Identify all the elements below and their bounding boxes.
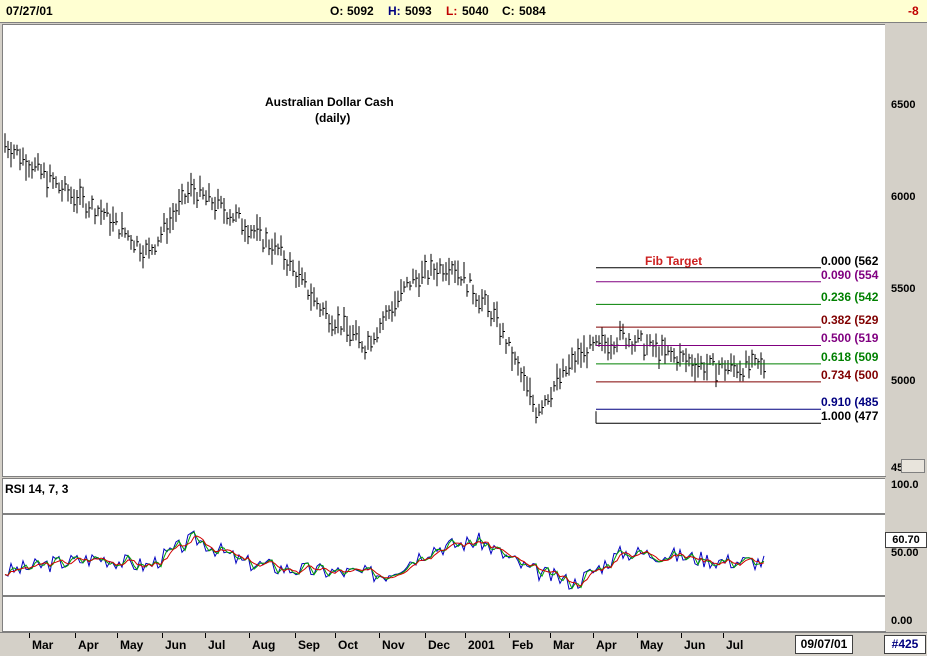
chart-subtitle: (daily) <box>315 111 351 125</box>
month-tick <box>249 633 250 638</box>
rsi-panel[interactable]: RSI 14, 7, 3 <box>2 478 886 632</box>
month-tick <box>723 633 724 638</box>
time-axis: Mar Apr May Jun Jul Aug Sep Oct Nov Dec 2001 Feb Mar… <box>0 632 927 656</box>
rsi-current-value: 60.70 <box>885 532 927 548</box>
rsi-line-blue <box>4 530 765 590</box>
fib-target-title: Fib Target <box>645 254 703 268</box>
month-label: Nov <box>382 638 405 652</box>
rsi-y-tick: 50.00 <box>891 547 919 559</box>
change-value: -8 <box>908 4 919 18</box>
y-tick: 5500 <box>891 283 916 295</box>
month-label: Dec <box>428 638 451 652</box>
month-tick <box>681 633 682 638</box>
low-label: L: <box>446 4 458 18</box>
rsi-y-axis: 100.0 50.00 0.00 60.70 <box>885 478 927 631</box>
month-label: Jun <box>684 638 706 652</box>
chart-title: Australian Dollar Cash <box>265 95 394 109</box>
month-label: May <box>120 638 144 652</box>
fib-level-label: 0.618 (509 <box>821 349 879 364</box>
fib-level-label: 0.236 (542 <box>821 290 879 305</box>
month-tick <box>550 633 551 638</box>
open-value: 5092 <box>347 4 374 18</box>
month-tick <box>295 633 296 638</box>
month-tick <box>162 633 163 638</box>
month-label: Apr <box>78 638 99 652</box>
fib-level-label: 0.000 (562 <box>821 253 879 268</box>
month-tick <box>205 633 206 638</box>
month-tick <box>379 633 380 638</box>
date-box[interactable]: 09/07/01 <box>795 635 853 654</box>
close-label: C: <box>502 4 515 18</box>
month-label: May <box>640 638 664 652</box>
month-tick <box>75 633 76 638</box>
price-chart-panel[interactable]: Australian Dollar Cash (daily) Fib Targe… <box>2 24 886 477</box>
price-bars <box>4 133 766 424</box>
quote-date: 07/27/01 <box>6 4 53 18</box>
close-value: 5084 <box>519 4 546 18</box>
y-tick: 6500 <box>891 99 916 111</box>
rsi-chart <box>3 513 885 597</box>
month-label: Jul <box>208 638 226 652</box>
month-label: Oct <box>338 638 359 652</box>
month-label: Apr <box>596 638 617 652</box>
month-label: Mar <box>32 638 54 652</box>
y-tick: 6000 <box>891 191 916 203</box>
rsi-line-green <box>4 531 765 590</box>
fib-level-label: 0.734 (500 <box>821 367 879 382</box>
month-tick <box>335 633 336 638</box>
month-label: Sep <box>298 638 321 652</box>
zoom-icon[interactable] <box>901 459 925 473</box>
price-chart <box>4 133 821 424</box>
price-y-axis: 6500 6000 5500 5000 45 <box>885 24 927 476</box>
month-label: Mar <box>553 638 575 652</box>
month-tick <box>29 633 30 638</box>
month-tick <box>465 633 466 638</box>
fib-level-label: 0.910 (485 <box>821 395 879 410</box>
rsi-line-red <box>4 535 765 587</box>
high-value: 5093 <box>405 4 432 18</box>
month-tick <box>425 633 426 638</box>
month-tick <box>637 633 638 638</box>
month-label: Jul <box>726 638 744 652</box>
month-label: Aug <box>252 638 276 652</box>
low-value: 5040 <box>462 4 489 18</box>
fib-level-label: 1.000 (477 <box>821 409 879 424</box>
month-tick <box>509 633 510 638</box>
month-tick <box>593 633 594 638</box>
bar-count-box: #425 <box>884 635 926 654</box>
rsi-label: RSI 14, 7, 3 <box>5 482 69 496</box>
month-tick <box>117 633 118 638</box>
month-label: Jun <box>165 638 187 652</box>
high-label: H: <box>388 4 401 18</box>
fib-level-label: 0.090 (554 <box>821 267 879 282</box>
month-label: 2001 <box>468 638 495 652</box>
fib-level-label: 0.500 (519 <box>821 331 879 346</box>
y-tick: 45 <box>891 462 904 474</box>
rsi-y-tick: 100.0 <box>891 479 919 491</box>
rsi-y-tick: 0.00 <box>891 615 913 627</box>
month-label: Feb <box>512 638 534 652</box>
y-tick: 5000 <box>891 375 916 387</box>
open-label: O: <box>330 4 344 18</box>
fib-level-label: 0.382 (529 <box>821 313 879 328</box>
quote-bar: 07/27/01 O: 5092 H: 5093 L: 5040 C: 5084… <box>0 0 927 23</box>
